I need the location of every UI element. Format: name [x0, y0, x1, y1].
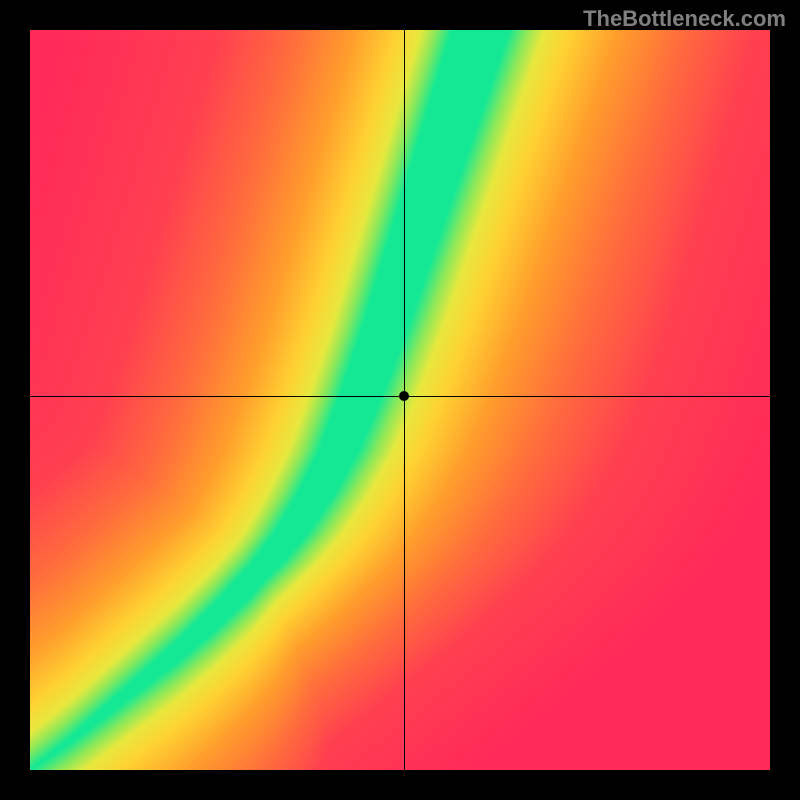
crosshair-marker — [399, 391, 409, 401]
chart-container: TheBottleneck.com — [0, 0, 800, 800]
watermark-text: TheBottleneck.com — [583, 6, 786, 32]
